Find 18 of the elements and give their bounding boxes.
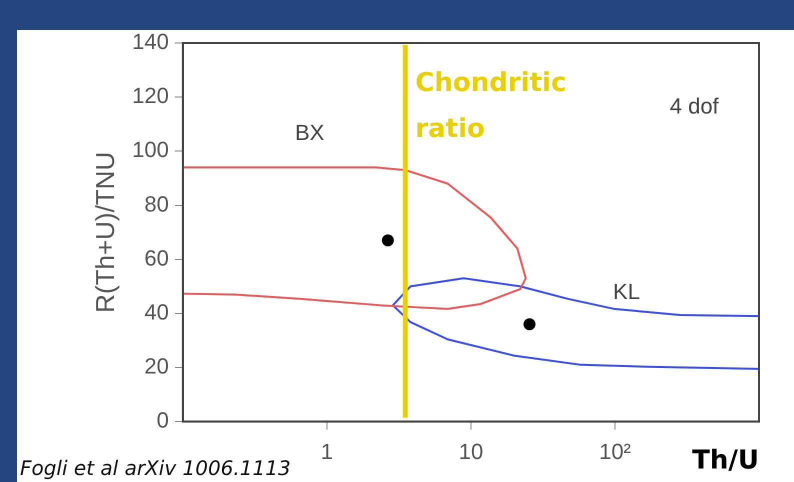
x-axis-title: Th/U xyxy=(692,445,759,476)
x-tick-label: 10 xyxy=(458,438,484,464)
annotation: 4 dof xyxy=(670,93,720,118)
annotation: BX xyxy=(294,120,325,145)
y-tick-label: 0 xyxy=(156,408,169,433)
y-tick-label: 140 xyxy=(132,29,169,54)
text: Fogli et al arXiv 1006.1113 xyxy=(20,456,291,480)
y-tick-label: 60 xyxy=(144,245,169,270)
y-axis-title: R(Th+U)/TNU xyxy=(90,152,120,313)
y-tick-label: 40 xyxy=(144,299,169,324)
y-tick-label: 80 xyxy=(144,191,169,216)
ref-line-label: Chondritic ratio xyxy=(415,68,566,144)
y-tick-label: 120 xyxy=(132,83,169,108)
x-tick-label: 1 xyxy=(320,438,334,464)
annotation: KL xyxy=(613,278,640,304)
x-tick-label: 10² xyxy=(599,438,631,464)
y-tick-label: 100 xyxy=(132,137,169,162)
y-tick-label: 20 xyxy=(144,354,169,379)
